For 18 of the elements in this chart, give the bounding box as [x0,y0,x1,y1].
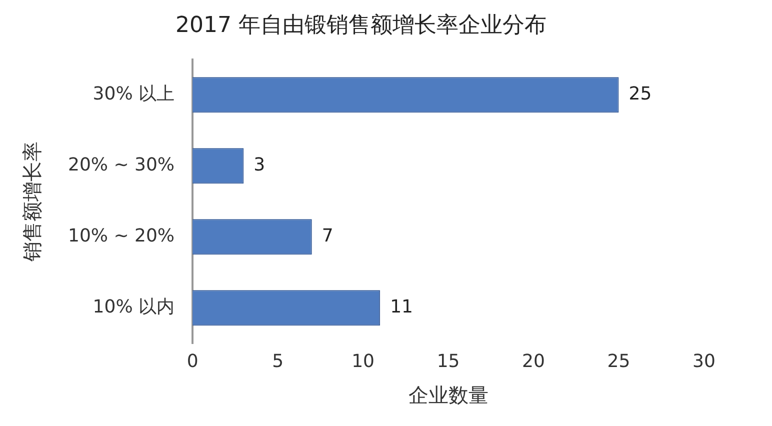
y-tick-label: 10% 以内 [92,296,175,318]
x-tick-label: 20 [522,350,545,372]
data-label: 7 [322,226,334,247]
y-axis-title: 销售额增长率 [20,141,44,262]
data-label: 25 [628,84,652,105]
x-tick-label: 25 [607,350,630,372]
data-label: 3 [254,154,266,176]
x-tick-label: 30 [692,350,716,372]
data-label: 11 [390,296,413,318]
x-tick-label: 10 [352,350,374,372]
y-tick-label: 30% 以上 [92,84,175,105]
x-tick-label: 0 [186,350,198,372]
y-tick-label: 20% ~ 30% [68,154,175,176]
x-axis-title: 企业数量 [408,383,488,408]
y-tick-label: 10% ~ 20% [68,226,175,247]
x-tick-label: 15 [436,350,460,372]
chart-title: 2017 年自由锻销售额增长率企业分布 [176,12,546,38]
x-tick-label: 5 [272,350,284,372]
